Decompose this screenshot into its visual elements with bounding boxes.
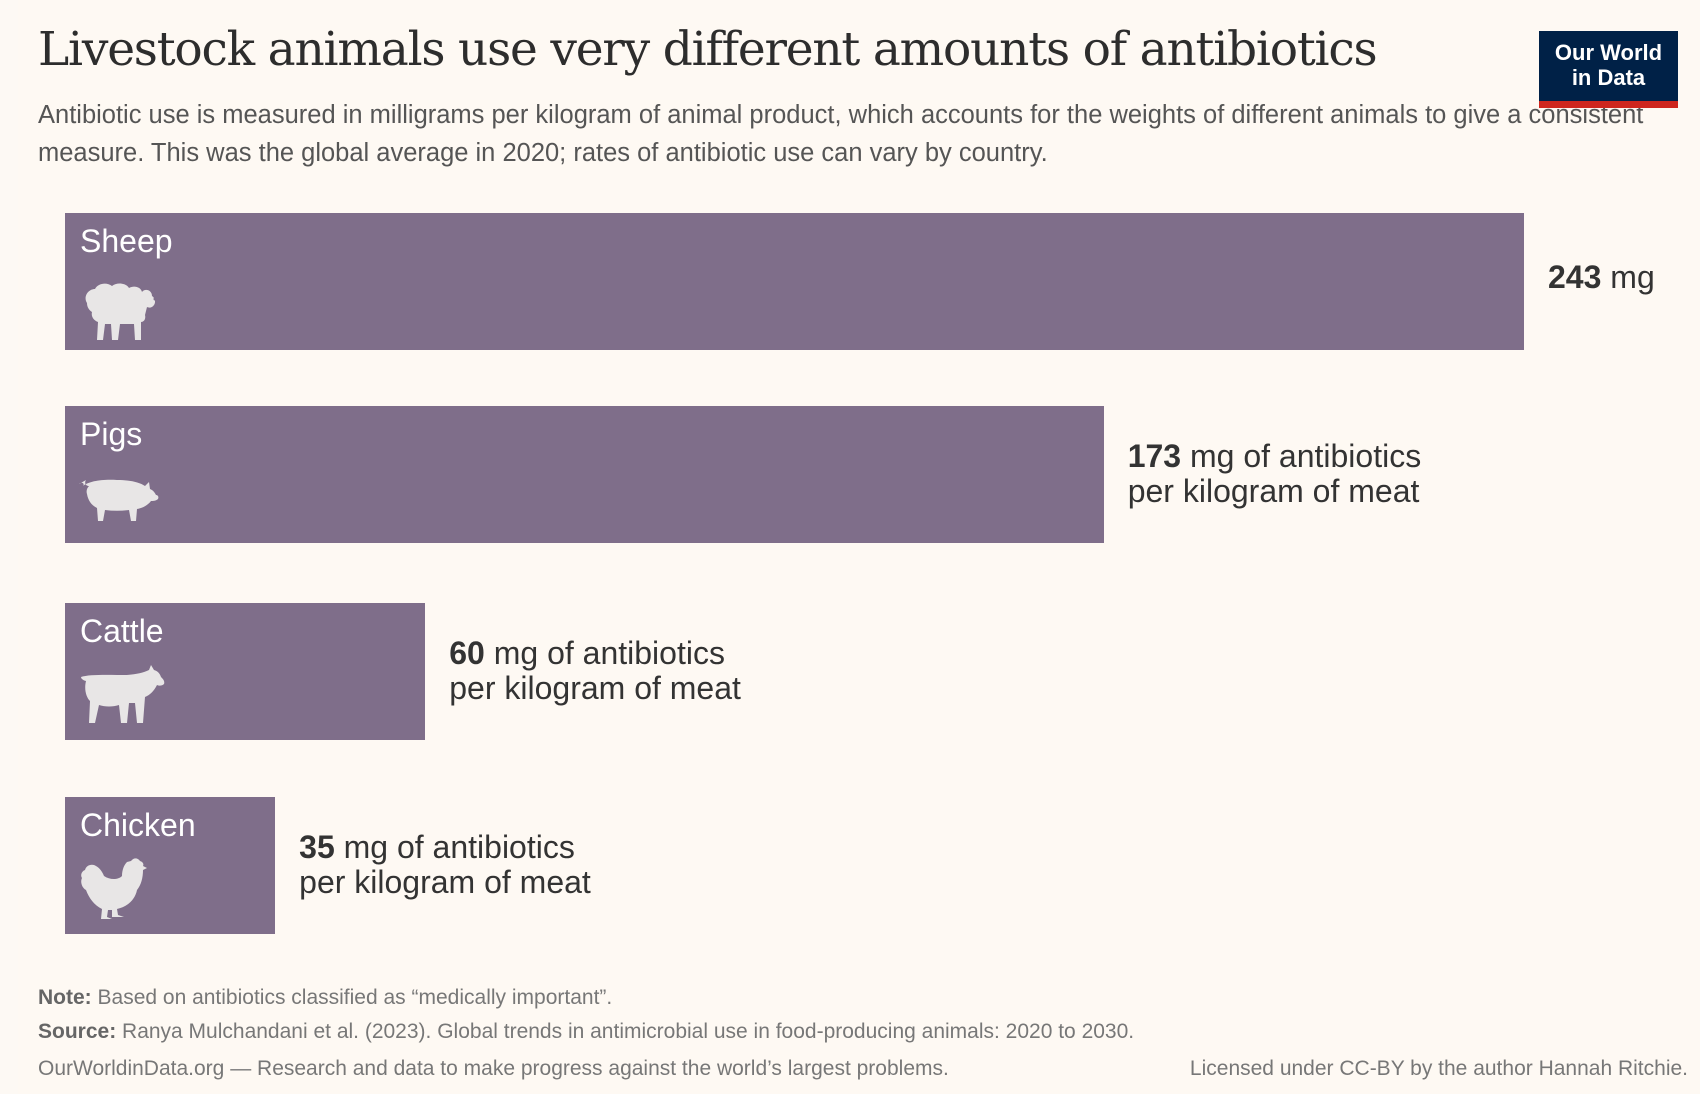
value-number: 243 [1548,259,1602,295]
category-label: Cattle [80,613,164,649]
footer-source: Source: Ranya Mulchandani et al. (2023).… [38,1020,1134,1044]
bar-chicken[interactable]: Chicken [65,797,276,934]
footer-note: Note: Based on antibiotics classified as… [38,986,612,1010]
value-unit-line2: per kilogram of meat [299,864,591,900]
bar-cattle[interactable]: Cattle [65,603,426,740]
source-text: Ranya Mulchandani et al. (2023). Global … [116,1020,1135,1043]
value-unit-line2: per kilogram of meat [449,670,741,706]
source-label: Source: [38,1020,117,1043]
chart-frame [18,0,1700,1094]
value-number: 60 [449,635,485,671]
category-label: Sheep [80,223,173,259]
logo-line-2: in Data [1571,65,1646,90]
value-number: 173 [1127,438,1182,474]
value-label: 173 mg of antibiotics per kilogram of mea… [1128,439,1422,509]
bar-pigs[interactable]: Pigs [65,406,1104,543]
note-text: Based on antibiotics classified as “medi… [91,986,613,1009]
footer-site[interactable]: OurWorldinData.org — Research and data t… [38,1057,949,1080]
value-unit: mg [1601,259,1655,295]
value-label: 243 mg [1548,260,1655,295]
value-unit: mg of antibiotics [334,829,575,865]
value-label: 60 mg of antibiotics per kilogram of meat [449,636,741,706]
owid-logo[interactable]: Our World in Data [1539,31,1678,108]
value-unit-line2: per kilogram of meat [1127,473,1420,509]
value-unit: mg of antibiotics [1181,438,1422,474]
value-unit: mg of antibiotics [484,635,725,671]
category-label: Chicken [80,807,196,843]
footer-license[interactable]: Licensed under CC-BY by the author Hanna… [1189,1057,1688,1080]
chart-title: Livestock animals use very different amo… [38,22,1378,77]
bar-sheep[interactable]: Sheep [65,213,1524,350]
category-label: Pigs [80,416,143,452]
value-label: 35 mg of antibiotics per kilogram of meat [299,830,591,900]
note-label: Note: [38,986,92,1009]
logo-line-1: Our World [1554,40,1663,65]
chart-subtitle: Antibiotic use is measured in milligrams… [38,101,1644,167]
value-number: 35 [299,829,335,865]
